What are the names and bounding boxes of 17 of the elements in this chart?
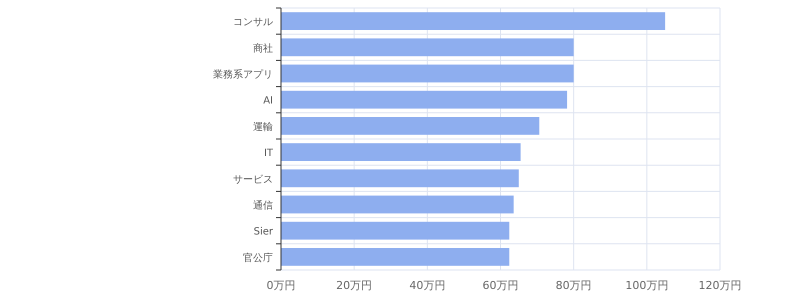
y-tick-label: コンサル — [233, 17, 273, 28]
y-tick-label: 通信 — [253, 200, 273, 212]
y-tick-label: 業務系アプリ — [213, 68, 273, 80]
y-tick-label: IT — [264, 148, 274, 160]
x-tick-label: 100万円 — [625, 279, 668, 292]
y-tick-label: Sier — [254, 226, 274, 238]
x-tick-label: 20万円 — [336, 279, 372, 292]
x-tick-label: 0万円 — [266, 279, 296, 292]
x-tick-label: 120万円 — [698, 279, 742, 292]
y-tick-label: 運輸 — [253, 120, 273, 133]
x-tick-label: 80万円 — [556, 279, 592, 292]
y-tick-label: 官公庁 — [243, 252, 273, 264]
x-tick-label: 60万円 — [482, 279, 518, 292]
y-tick-label: サービス — [233, 174, 273, 186]
y-tick-label: AI — [263, 96, 273, 107]
x-tick-label: 40万円 — [409, 279, 446, 292]
y-tick-label: 商社 — [253, 42, 273, 54]
